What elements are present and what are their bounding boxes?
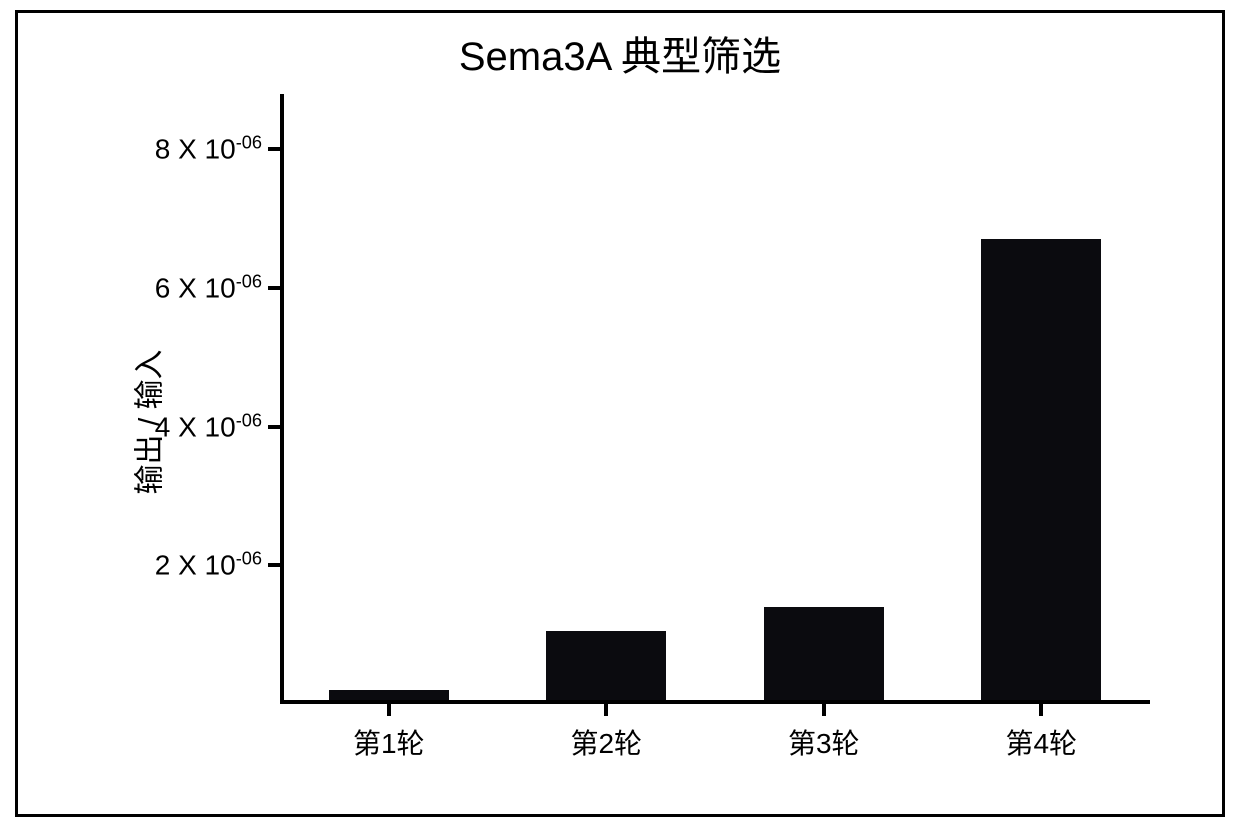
- y-tick-label: 2 X 10-06: [155, 549, 262, 582]
- bar: [981, 239, 1101, 700]
- x-tick: [604, 704, 608, 716]
- x-tick: [387, 704, 391, 716]
- plot-area: 2 X 10-064 X 10-066 X 10-068 X 10-06第1轮第…: [280, 94, 1150, 704]
- y-tick: [268, 286, 280, 290]
- bar: [546, 631, 666, 700]
- chart-title: Sema3A 典型筛选: [459, 24, 781, 82]
- y-tick-label: 6 X 10-06: [155, 271, 262, 304]
- x-tick-label: 第1轮: [353, 722, 425, 762]
- y-tick: [268, 563, 280, 567]
- x-tick-label: 第2轮: [570, 722, 642, 762]
- y-tick: [268, 147, 280, 151]
- x-tick-label: 第3轮: [788, 722, 860, 762]
- y-axis-line: [280, 94, 284, 704]
- x-tick: [822, 704, 826, 716]
- y-tick-label: 8 X 10-06: [155, 133, 262, 166]
- x-axis-line: [280, 700, 1150, 704]
- x-tick: [1039, 704, 1043, 716]
- bar: [764, 607, 884, 700]
- bar: [329, 690, 449, 700]
- x-tick-label: 第4轮: [1005, 722, 1077, 762]
- y-tick: [268, 425, 280, 429]
- y-tick-label: 4 X 10-06: [155, 410, 262, 443]
